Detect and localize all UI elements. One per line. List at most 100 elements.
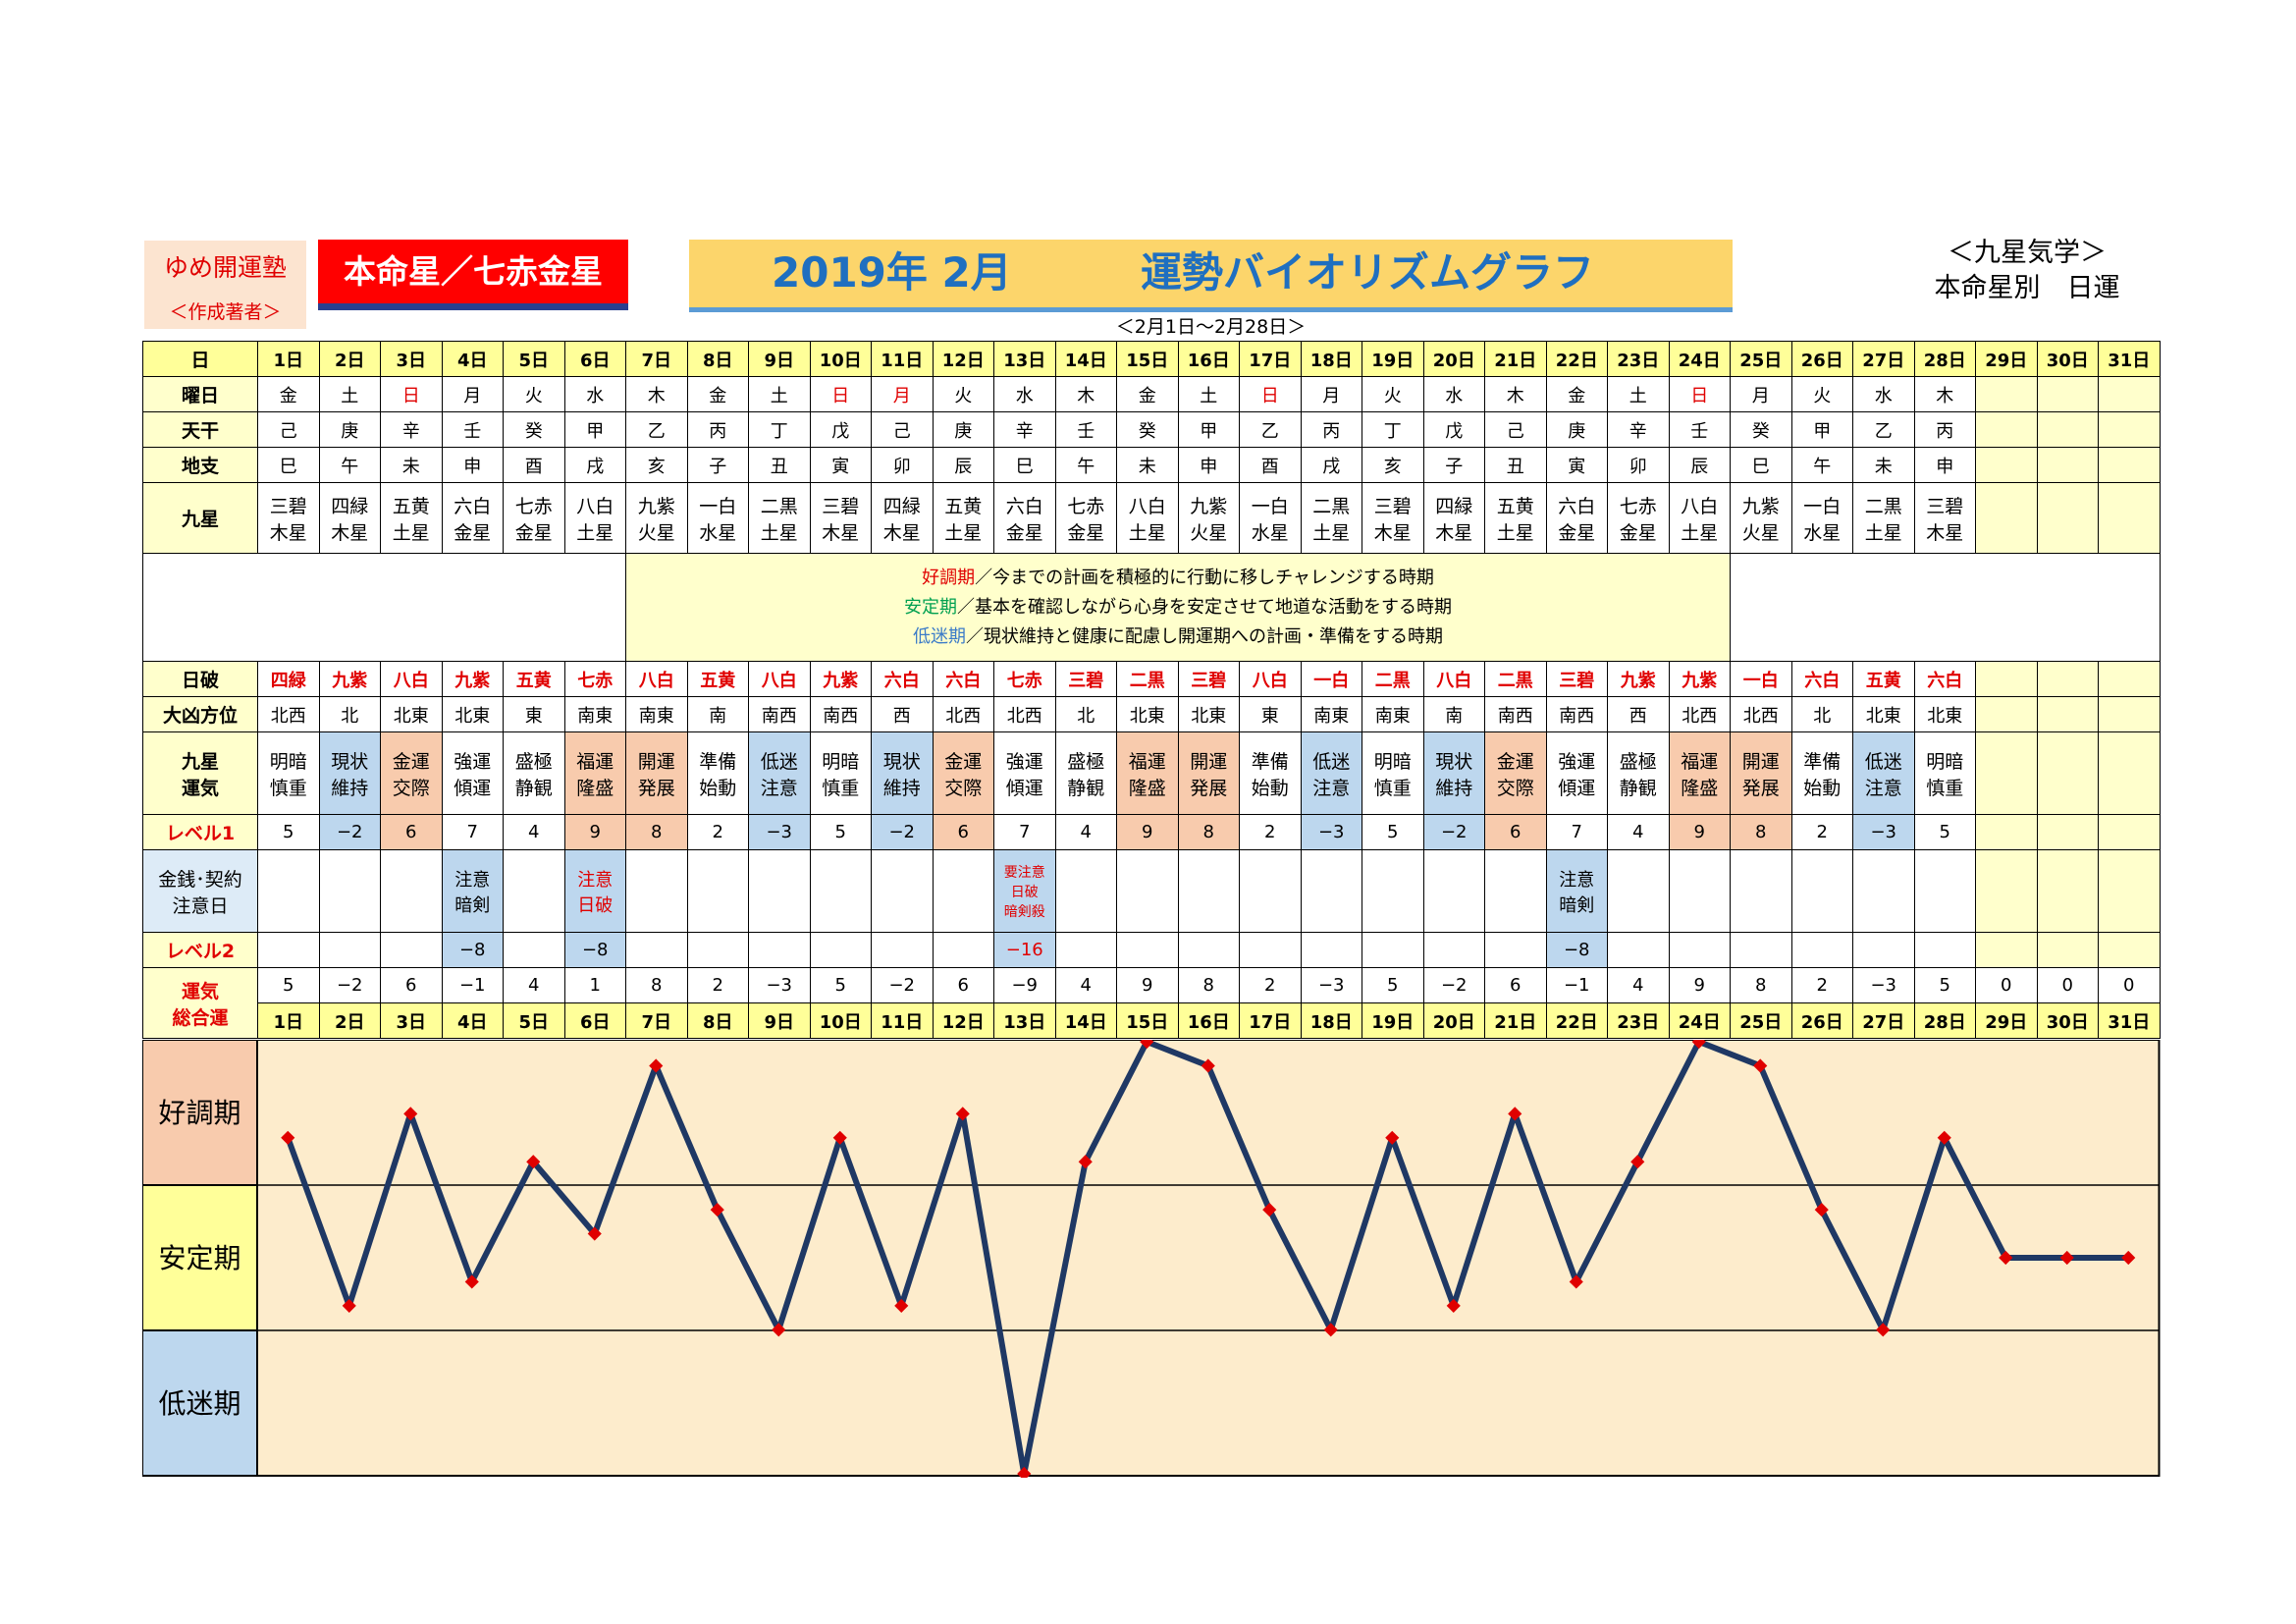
money-cell xyxy=(1054,849,1117,933)
day-header: 27日 xyxy=(1852,341,1915,377)
day-footer: 11日 xyxy=(871,1002,934,1039)
weekday-cell: 土 xyxy=(1177,376,1240,412)
level1-cell: 6 xyxy=(380,814,443,850)
hakai-text: 二黒 xyxy=(1374,670,1411,691)
total-cell: 4 xyxy=(503,967,565,1003)
grid-table: 日 1日 2日 3日 4日 5日 6日 7日 8日 9日 10日 11日 12日 13日 14日 15日 16日… xyxy=(142,341,2161,1039)
kan-cell: 癸 xyxy=(1116,411,1179,448)
level2-cell: −8 xyxy=(563,932,626,968)
day-footer: 28日 xyxy=(1913,1002,1976,1039)
data-point xyxy=(342,1298,356,1313)
money-cell: 要注意 日破 暗剣殺 xyxy=(993,849,1056,933)
star-cell: 四緑 木星 xyxy=(871,482,934,554)
day-label: 19日 xyxy=(1371,350,1415,371)
unki-text: 維持 xyxy=(1435,777,1473,799)
unki-cell: 金運 交際 xyxy=(932,731,994,815)
unki-cell: 低迷 注意 xyxy=(748,731,811,815)
weekday-cell: 日 xyxy=(1668,376,1731,412)
level1-cell: 8 xyxy=(1177,814,1240,850)
hakai-text: 九紫 xyxy=(332,670,368,691)
day-label: 16日 xyxy=(1187,350,1230,371)
star-cell: 一白 水星 xyxy=(1790,482,1853,554)
kyo-cell: 北 xyxy=(318,696,381,732)
money-cell xyxy=(1484,849,1547,933)
star-text: 火星 xyxy=(1741,521,1780,544)
kan-cell: 壬 xyxy=(1054,411,1117,448)
money-cell xyxy=(1239,849,1302,933)
day-label: 24日 xyxy=(1678,1011,1721,1033)
total-value: 5 xyxy=(283,975,294,996)
weekday-cell: 火 xyxy=(503,376,565,412)
hakai-text: 九紫 xyxy=(454,670,491,691)
row-label-text: レベル2 xyxy=(165,941,236,962)
data-point xyxy=(1876,1323,1891,1337)
weekday-cell: 火 xyxy=(1790,376,1853,412)
hakai-cell: 一白 xyxy=(1730,661,1792,697)
hakai-cell: 一白 xyxy=(1300,661,1362,697)
hakai-cell: 八白 xyxy=(1239,661,1302,697)
star-text: 六白 xyxy=(1558,495,1596,517)
weekday-cell: 月 xyxy=(871,376,934,412)
day-header: 3日 xyxy=(380,341,443,377)
day-footer: 4日 xyxy=(441,1002,504,1039)
kan-cell: 戊 xyxy=(1422,411,1485,448)
day-header: 21日 xyxy=(1484,341,1547,377)
star-text: 火星 xyxy=(637,521,675,544)
money-cell xyxy=(1362,849,1424,933)
money-cell xyxy=(1668,849,1731,933)
data-point xyxy=(710,1203,724,1218)
level1-cell: 2 xyxy=(1790,814,1853,850)
level1-cell: 2 xyxy=(686,814,749,850)
hakai-text: 六白 xyxy=(1927,670,1963,691)
total-cell: −1 xyxy=(1545,967,1608,1003)
unki-text: 慎重 xyxy=(822,777,860,799)
unki-text: 強運 xyxy=(1005,750,1043,773)
shi-text: 未 xyxy=(401,456,420,477)
day-label: 1日 xyxy=(273,350,304,371)
day-header: 28日 xyxy=(1913,341,1976,377)
money-note: 注意 xyxy=(1559,869,1595,891)
level2-cell xyxy=(1239,932,1302,968)
day-label: 4日 xyxy=(456,1011,488,1033)
star-cell: 四緑 木星 xyxy=(318,482,381,554)
star-text: 五黄 xyxy=(392,495,430,517)
data-point xyxy=(772,1323,786,1337)
unki-cell: 準備 始動 xyxy=(1790,731,1853,815)
kan-cell: 甲 xyxy=(1177,411,1240,448)
level2-cell xyxy=(932,932,994,968)
kan-cell: 辛 xyxy=(380,411,443,448)
day-label: 11日 xyxy=(881,350,924,371)
total-value: −2 xyxy=(336,975,363,996)
total-value: −2 xyxy=(888,975,916,996)
kyo-cell: 南西 xyxy=(1545,696,1608,732)
hakai-text: 二黒 xyxy=(1129,670,1165,691)
weekday-cell: 日 xyxy=(1239,376,1302,412)
kyo-text: 北東 xyxy=(1865,705,1901,727)
day-footer: 24日 xyxy=(1668,1002,1731,1039)
day-header: 29日 xyxy=(1975,341,2038,377)
kyo-cell: 南東 xyxy=(1362,696,1424,732)
star-text: 水星 xyxy=(1251,521,1289,544)
star-cell: 五黄 土星 xyxy=(380,482,443,554)
level1-value: 2 xyxy=(1816,822,1828,842)
hakai-cell: 二黒 xyxy=(1116,661,1179,697)
weekday-cell xyxy=(1975,376,2038,412)
level2-cell xyxy=(1730,932,1792,968)
day-footer: 5日 xyxy=(503,1002,565,1039)
kan-text: 丁 xyxy=(1383,420,1402,442)
hakai-cell: 八白 xyxy=(625,661,688,697)
total-cell: 8 xyxy=(625,967,688,1003)
kan-cell: 戊 xyxy=(809,411,872,448)
shi-text: 巳 xyxy=(279,456,297,477)
row-label-text: 大凶方位 xyxy=(162,705,238,727)
unki-cell: 現状 維持 xyxy=(1422,731,1485,815)
weekday-text: 水 xyxy=(586,385,605,406)
shi-text: 亥 xyxy=(647,456,666,477)
money-cell xyxy=(380,849,443,933)
kan-text: 丙 xyxy=(1322,420,1341,442)
level1-cell: 7 xyxy=(441,814,504,850)
kan-cell: 壬 xyxy=(441,411,504,448)
star-text: 水星 xyxy=(699,521,737,544)
star-cell: 六白 金星 xyxy=(441,482,504,554)
day-footer: 8日 xyxy=(686,1002,749,1039)
